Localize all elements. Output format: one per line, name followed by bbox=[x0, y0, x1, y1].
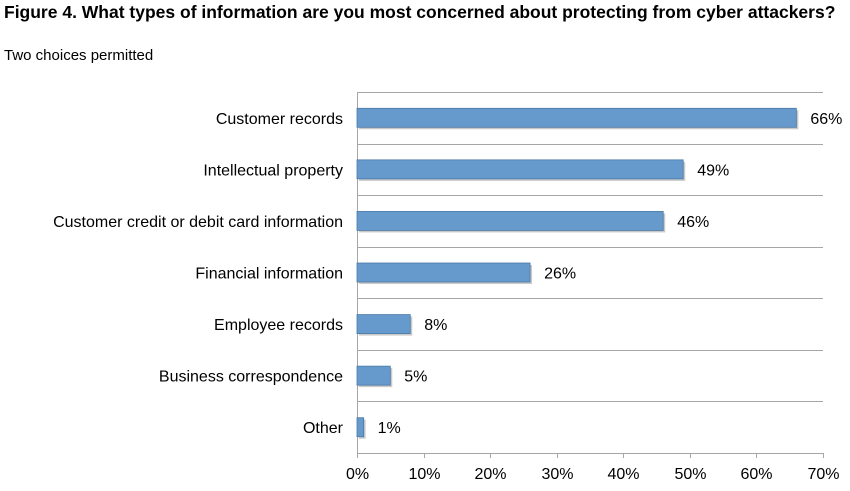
category-label: Business correspondence bbox=[159, 369, 343, 386]
data-label: 49% bbox=[697, 162, 729, 179]
x-tick-label: 50% bbox=[674, 466, 706, 483]
x-tick-label: 10% bbox=[408, 466, 440, 483]
bar bbox=[356, 107, 797, 128]
chart-subtitle: Two choices permitted bbox=[4, 47, 154, 64]
x-tick-label: 70% bbox=[807, 466, 839, 483]
x-tick-label: 40% bbox=[607, 466, 639, 483]
category-label: Employee records bbox=[214, 317, 343, 334]
category-label: Intellectual property bbox=[203, 162, 343, 179]
category-label: Financial information bbox=[195, 266, 343, 283]
bar bbox=[356, 365, 391, 386]
x-tick-label: 20% bbox=[474, 466, 506, 483]
chart-title: Figure 4. What types of information are … bbox=[4, 2, 836, 22]
category-label: Other bbox=[303, 420, 344, 437]
bar bbox=[356, 417, 365, 438]
x-tick-label: 30% bbox=[541, 466, 573, 483]
x-tick-label: 0% bbox=[346, 466, 369, 483]
category-label: Customer records bbox=[216, 111, 343, 128]
bar bbox=[356, 211, 664, 231]
bar bbox=[356, 314, 411, 334]
data-label: 5% bbox=[404, 369, 427, 386]
bar bbox=[356, 159, 684, 180]
data-label: 66% bbox=[810, 111, 842, 128]
data-label: 8% bbox=[424, 317, 447, 334]
data-label: 1% bbox=[378, 420, 401, 437]
category-label: Customer credit or debit card informatio… bbox=[53, 214, 343, 231]
bar bbox=[356, 262, 531, 283]
data-label: 46% bbox=[677, 214, 709, 231]
data-label: 26% bbox=[544, 266, 576, 283]
x-tick-label: 60% bbox=[740, 466, 772, 483]
